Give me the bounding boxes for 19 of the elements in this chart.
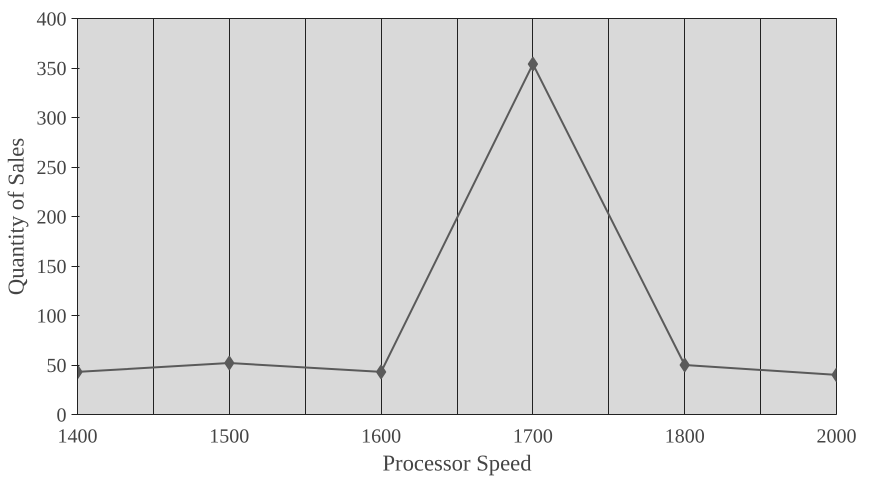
y-tick-label: 250 — [36, 157, 66, 179]
x-tick-label: 1500 — [209, 426, 250, 448]
x-tick-label: 2000 — [816, 426, 856, 448]
x-axis-title: Processor Speed — [382, 450, 532, 476]
x-tick-label: 1800 — [664, 426, 705, 448]
y-tick-label: 50 — [46, 355, 66, 377]
point — [376, 364, 386, 380]
y-tick-label: 300 — [36, 108, 66, 130]
y-tick-label: 200 — [36, 206, 66, 228]
point — [528, 56, 538, 72]
x-tick-label: 1700 — [512, 426, 553, 448]
y-tick-label: 400 — [36, 8, 66, 30]
y-axis-title: Quantity of Sales — [4, 138, 28, 296]
x-tick-label: 1400 — [58, 426, 98, 448]
x-tick-label: 1600 — [361, 426, 402, 448]
y-tick-label: 100 — [36, 306, 66, 328]
y-tick-label: 150 — [36, 256, 66, 278]
y-tick-label: 0 — [56, 404, 66, 426]
y-tick-label: 350 — [36, 58, 66, 80]
